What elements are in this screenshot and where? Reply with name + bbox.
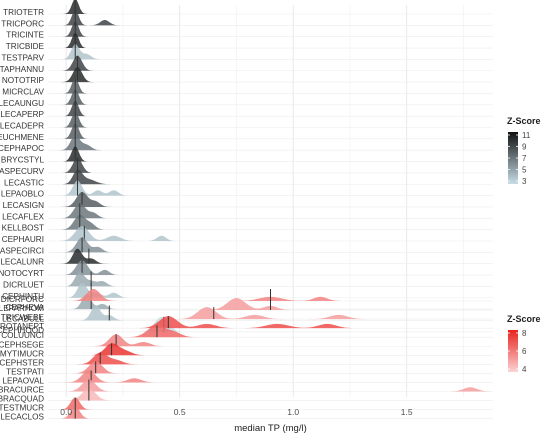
ridge-lecastic <box>48 169 493 185</box>
y-label-testpati: TESTPATI <box>6 367 44 376</box>
y-label-lecalunr: LECALUNR <box>0 258 44 267</box>
y-label-tricinte: TRICINTE <box>6 31 44 40</box>
x-tick-label: 1.0 <box>287 407 299 417</box>
ridge-cephauri <box>48 226 493 241</box>
y-label-cephhood: CEPHHOOD <box>0 326 44 335</box>
legend-tick-label: 3 <box>522 177 527 186</box>
x-tick-label: 0.5 <box>174 407 186 417</box>
y-label-testmucr: TESTMUCR <box>0 404 44 413</box>
y-label-kellbost: KELLBOST <box>2 224 44 233</box>
y-label-cephauri: CEPHAURI <box>2 235 44 244</box>
ridge-lecabull <box>48 305 493 321</box>
y-label-mytimucr: MYTIMUCR <box>0 349 44 358</box>
ridge-cepheva <box>48 294 493 310</box>
y-label-cepheva: CEPHEVA <box>5 303 44 312</box>
y-label-lecadepr: LECADEPR <box>0 122 44 131</box>
ridge-coluunci <box>48 325 493 338</box>
y-label-testparv: TESTPARV <box>2 53 45 62</box>
ridge-notocyrt <box>48 260 493 276</box>
legend-tick-label: 9 <box>522 143 527 152</box>
y-label-cephintu: CEPHINTU <box>2 292 44 301</box>
ridge-bracquad <box>48 388 493 401</box>
panel-lower: DICRFORCLEPARHOMTRICWEBEROTANEPTCOLUUNCI… <box>0 289 493 422</box>
legend-upper: Z-Score 11 9 7 5 3 <box>507 116 541 186</box>
legend-tick-label: 6 <box>522 347 527 356</box>
x-axis-label: median TP (mg/l) <box>234 423 307 434</box>
y-label-lepaoblo: LEPAOBLO <box>1 190 44 199</box>
x-tick-label: 0.0 <box>60 407 72 417</box>
y-label-lecaperp: LECAPERP <box>0 110 44 119</box>
legend-tick-label: 5 <box>522 166 527 175</box>
y-label-lecaungu: LECAUNGU <box>0 99 44 108</box>
ridge-testparv <box>48 44 493 60</box>
legend-colorbar <box>508 132 518 184</box>
x-axis: 0.0 0.5 1.0 1.5 median TP (mg/l) <box>60 407 413 434</box>
legend-tick-label: 4 <box>522 365 527 374</box>
y-label-rotanept: ROTANEPT <box>0 322 44 331</box>
y-label-taphannu: TAPHANNU <box>0 65 44 74</box>
y-label-cephsege: CEPHSEGE <box>0 340 45 349</box>
ridge-lecaclos <box>48 406 493 419</box>
y-label-bracquad: BRACQUAD <box>0 395 44 404</box>
y-label-lecaflex: LECAFLEX <box>2 212 44 221</box>
y-label-lecastic: LECASTIC <box>4 178 44 187</box>
y-label-dicrforc: DICRFORC <box>1 295 44 304</box>
legend-tick-label: 7 <box>522 154 527 163</box>
y-label-lepaoval: LEPAOVAL <box>2 376 44 385</box>
y-label-cephapoc: CEPHAPOC <box>0 144 44 153</box>
y-label-tricbide: TRICBIDE <box>6 42 45 51</box>
y-label-bracurce: BRACURCE <box>0 386 45 395</box>
y-label-cephster: CEPHSTER <box>0 358 44 367</box>
y-label-coluunci: COLUUNCI <box>1 331 44 340</box>
legend-tick-label: 11 <box>522 131 531 140</box>
y-label-micrclav: MICRCLAV <box>2 87 44 96</box>
y-label-lecasign: LECASIGN <box>3 201 44 210</box>
ridge-kellbost <box>48 214 493 230</box>
ridge-lecasign <box>48 191 493 207</box>
y-label-lecaclos: LECACLOS <box>0 413 44 422</box>
y-label-brycstyl: BRYCSTYL <box>1 156 45 165</box>
legend-colorbar <box>508 330 518 372</box>
legend-title: Z-Score <box>507 314 541 324</box>
legend-tick-label: 8 <box>522 329 527 338</box>
ridge-cephapoc <box>48 135 493 151</box>
y-label-triotetr: TRIOTETR <box>3 8 44 17</box>
y-label-aspecirci: ASPECIRCI <box>0 246 44 255</box>
ridge-rotanept <box>48 316 493 329</box>
y-label-tricwebe: TRICWEBE <box>1 313 45 322</box>
x-tick-label: 1.5 <box>401 407 413 417</box>
ridge-testmucr <box>48 397 493 410</box>
y-label-aspecurv: ASPECURV <box>0 167 45 176</box>
ridge-lecaflex <box>48 203 493 219</box>
ridge-lecalunr <box>48 248 493 264</box>
y-label-nototrip: NOTOTRIP <box>2 76 45 85</box>
legend-lower: Z-Score 8 6 4 <box>507 314 541 374</box>
y-label-dicrluet: DICRLUET <box>3 280 44 289</box>
y-label-tricporc: TRICPORC <box>1 19 44 28</box>
ridge-lepaoblo <box>48 180 493 196</box>
legend-title: Z-Score <box>507 116 541 126</box>
y-label-leparhom: LEPARHOM <box>0 304 44 313</box>
y-label-euchmene: EUCHMENE <box>0 133 45 142</box>
y-label-notocyrt: NOTOCYRT <box>0 269 44 278</box>
ridge-aspecirci <box>48 237 493 253</box>
ridge-dicrluet <box>48 271 493 287</box>
y-label-lecabull: LECABULL <box>2 314 44 323</box>
